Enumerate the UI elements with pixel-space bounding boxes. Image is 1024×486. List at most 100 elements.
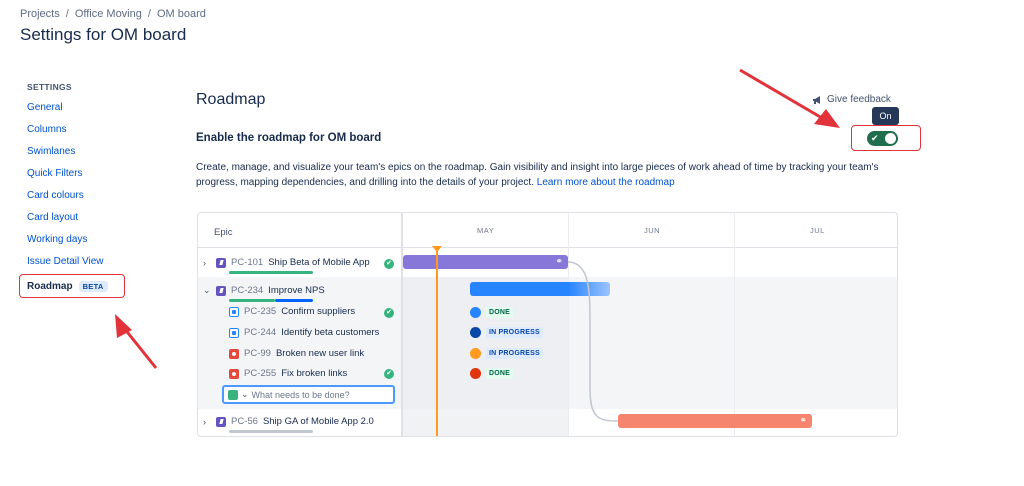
issue-summary: Broken new user link <box>275 348 365 359</box>
roadmap-illustration: Epic MAY JUN JUL › PC-101 Ship Beta of M… <box>197 212 898 437</box>
status-item: IN PROGRESS <box>470 348 543 359</box>
status-item: IN PROGRESS <box>470 327 543 338</box>
breadcrumb-separator: / <box>147 8 151 20</box>
child-issue-row: PC-255 Fix broken links <box>229 368 347 379</box>
chevron-right-icon: › <box>203 416 206 427</box>
epic-icon <box>216 416 226 427</box>
month-label-may: MAY <box>477 226 495 235</box>
issue-key: PC-101 <box>231 257 264 268</box>
timeline-bar-pc-234 <box>470 282 610 296</box>
breadcrumb-office-moving[interactable]: Office Moving <box>74 8 142 20</box>
month-label-jul: JUL <box>810 226 825 235</box>
task-icon <box>229 306 239 317</box>
issue-summary: Ship Beta of Mobile App <box>268 257 370 268</box>
task-icon <box>229 327 239 338</box>
month-label-jun: JUN <box>644 226 661 235</box>
list-timeline-divider <box>401 213 403 436</box>
issue-key: PC-234 <box>231 285 264 296</box>
avatar <box>470 327 481 338</box>
sidebar-item-roadmap[interactable]: Roadmap BETA <box>19 274 125 298</box>
megaphone-icon <box>813 95 820 104</box>
learn-more-link[interactable]: Learn more about the roadmap <box>536 177 675 188</box>
link-icon: ⚭ <box>799 415 807 425</box>
enable-roadmap-label: Enable the roadmap for OM board <box>196 132 382 144</box>
epic-row: › PC-56 Ship GA of Mobile App 2.0 <box>203 416 374 427</box>
sidebar-item-general[interactable]: General <box>27 102 63 113</box>
epic-icon <box>216 285 226 296</box>
breadcrumb-om-board[interactable]: OM board <box>156 8 206 20</box>
issue-type-chevron-icon[interactable]: ⌄ <box>241 389 249 399</box>
sidebar-item-working-days[interactable]: Working days <box>27 234 88 245</box>
arrow-to-toggle <box>739 68 840 128</box>
create-issue-placeholder: What needs to be done? <box>251 389 350 400</box>
epic-column-header: Epic <box>214 227 233 238</box>
sidebar-item-issue-detail-view[interactable]: Issue Detail View <box>27 256 104 267</box>
give-feedback-link[interactable]: Give feedback <box>812 94 891 105</box>
epic-progress-bar <box>229 271 313 274</box>
status-lozenge: IN PROGRESS <box>486 327 543 338</box>
month-divider <box>568 213 569 436</box>
timeline-bar-pc-56: ⚭ <box>618 414 812 428</box>
status-item: DONE <box>470 368 514 379</box>
breadcrumb: Projects / Office Moving / OM board <box>20 8 206 20</box>
beta-badge: BETA <box>78 280 108 292</box>
month-divider <box>734 213 735 436</box>
avatar <box>470 348 481 359</box>
give-feedback-label: Give feedback <box>827 94 891 105</box>
epic-row: ⌄ PC-234 Improve NPS <box>203 285 325 296</box>
epic-progress-in-progress <box>275 299 313 302</box>
breadcrumb-separator: / <box>65 8 69 20</box>
issue-key: PC-99 <box>244 348 271 359</box>
bug-icon <box>229 368 239 379</box>
sidebar-heading: SETTINGS <box>27 82 72 92</box>
enable-roadmap-toggle[interactable]: ✔ <box>867 131 898 146</box>
timeline-bar-pc-101: ⚭ <box>403 255 568 269</box>
sidebar-item-card-colours[interactable]: Card colours <box>27 190 84 201</box>
page-title: Settings for OM board <box>20 25 187 44</box>
status-lozenge: DONE <box>486 368 514 379</box>
sidebar-item-swimlanes[interactable]: Swimlanes <box>27 146 76 157</box>
epic-progress-bar <box>229 430 313 433</box>
issue-key: PC-56 <box>231 416 258 427</box>
issue-summary: Fix broken links <box>281 368 348 379</box>
settings-sidebar: SETTINGS General Columns Swimlanes Quick… <box>27 82 137 277</box>
done-check-icon: ✔ <box>384 308 394 318</box>
roadmap-description: Create, manage, and visualize your team'… <box>196 160 896 190</box>
child-issue-row: PC-235 Confirm suppliers <box>229 306 355 317</box>
story-icon <box>228 389 238 400</box>
issue-key: PC-255 <box>244 368 277 379</box>
create-issue-input[interactable]: ⌄ What needs to be done? <box>222 385 395 404</box>
sidebar-item-quick-filters[interactable]: Quick Filters <box>27 168 83 179</box>
done-check-icon: ✔ <box>384 259 394 269</box>
issue-key: PC-244 <box>244 327 277 338</box>
child-issue-row: PC-99 Broken new user link <box>229 348 364 359</box>
status-lozenge: IN PROGRESS <box>486 348 543 359</box>
issue-key: PC-235 <box>244 306 277 317</box>
status-lozenge: DONE <box>486 307 514 318</box>
today-marker-cap <box>432 246 442 252</box>
avatar <box>470 307 481 318</box>
avatar <box>470 368 481 379</box>
toggle-highlight <box>851 125 921 151</box>
today-marker <box>436 247 438 436</box>
chevron-right-icon: › <box>203 257 206 268</box>
bug-icon <box>229 348 239 359</box>
issue-summary: Identify beta customers <box>281 327 380 338</box>
issue-summary: Ship GA of Mobile App 2.0 <box>262 416 374 427</box>
issue-summary: Confirm suppliers <box>281 306 356 317</box>
link-icon: ⚭ <box>555 256 563 266</box>
section-title: Roadmap <box>196 91 266 108</box>
toggle-tooltip: On <box>872 107 899 125</box>
done-check-icon: ✔ <box>384 369 394 379</box>
dependency-line <box>567 261 619 422</box>
toggle-knob <box>885 133 896 144</box>
issue-summary: Improve NPS <box>268 285 325 296</box>
sidebar-item-card-layout[interactable]: Card layout <box>27 212 79 223</box>
epic-icon <box>216 257 226 268</box>
epic-row: › PC-101 Ship Beta of Mobile App <box>203 257 370 268</box>
header-divider <box>198 247 897 248</box>
chevron-down-icon: ⌄ <box>203 285 211 295</box>
sidebar-item-columns[interactable]: Columns <box>27 124 67 135</box>
breadcrumb-projects[interactable]: Projects <box>20 8 60 20</box>
